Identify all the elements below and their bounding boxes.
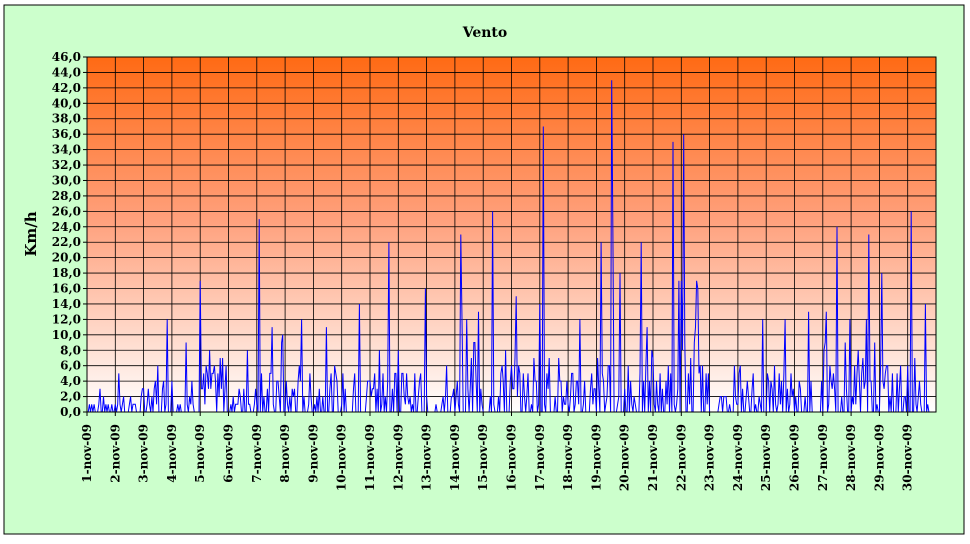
x-tick-label: 4-nov-09 [165, 424, 179, 483]
x-tick-label: 24-nov-09 [731, 424, 745, 491]
x-tick-label: 25-nov-09 [759, 424, 773, 491]
x-tick-label: 8-nov-09 [278, 424, 292, 483]
y-tick-label: 26,0 [52, 204, 81, 218]
x-tick-label: 2-nov-09 [108, 424, 122, 483]
x-tick-label: 10-nov-09 [335, 424, 349, 491]
x-tick-label: 15-nov-09 [476, 424, 490, 491]
x-tick-label: 16-nov-09 [505, 424, 519, 491]
y-tick-label: 38,0 [52, 112, 81, 126]
y-tick-label: 34,0 [52, 143, 81, 157]
x-tick-label: 12-nov-09 [391, 424, 405, 491]
x-tick-label: 1-nov-09 [80, 424, 94, 483]
x-tick-label: 18-nov-09 [561, 424, 575, 491]
x-tick-label: 3-nov-09 [137, 424, 151, 483]
x-tick-label: 28-nov-09 [844, 424, 858, 491]
y-tick-label: 16,0 [52, 282, 81, 296]
x-tick-label: 29-nov-09 [872, 424, 886, 491]
x-tick-label: 5-nov-09 [193, 424, 207, 483]
x-tick-label: 23-nov-09 [703, 424, 717, 491]
y-tick-label: 32,0 [52, 158, 81, 172]
y-tick-label: 4,0 [60, 374, 81, 388]
y-tick-label: 12,0 [52, 312, 81, 326]
y-tick-label: 18,0 [52, 266, 81, 280]
y-tick-label: 22,0 [52, 235, 81, 249]
x-tick-label: 14-nov-09 [448, 424, 462, 491]
y-tick-label: 6,0 [60, 359, 81, 373]
y-tick-label: 36,0 [52, 127, 81, 141]
y-tick-label: 20,0 [52, 251, 81, 265]
chart-title: Vento [462, 25, 507, 41]
y-tick-label: 10,0 [52, 328, 81, 342]
y-tick-label: 2,0 [60, 390, 81, 404]
x-tick-label: 30-nov-09 [901, 424, 915, 491]
y-tick-label: 44,0 [52, 65, 81, 79]
x-tick-label: 17-nov-09 [533, 424, 547, 491]
x-tick-label: 7-nov-09 [250, 424, 264, 483]
x-tick-label: 19-nov-09 [589, 424, 603, 491]
y-tick-label: 30,0 [52, 173, 81, 187]
y-tick-label: 46,0 [52, 50, 81, 64]
y-tick-label: 8,0 [60, 343, 81, 357]
y-tick-label: 0,0 [60, 405, 81, 419]
x-tick-label: 9-nov-09 [306, 424, 320, 483]
x-tick-label: 22-nov-09 [674, 424, 688, 491]
x-tick-label: 13-nov-09 [420, 424, 434, 491]
x-tick-label: 27-nov-09 [816, 424, 830, 491]
x-tick-label: 6-nov-09 [222, 424, 236, 483]
x-tick-label: 21-nov-09 [646, 424, 660, 491]
y-tick-label: 14,0 [52, 297, 81, 311]
y-tick-label: 24,0 [52, 220, 81, 234]
x-tick-label: 11-nov-09 [363, 424, 377, 491]
y-tick-label: 28,0 [52, 189, 81, 203]
x-tick-label: 26-nov-09 [788, 424, 802, 491]
y-axis-label: Km/h [22, 211, 40, 256]
y-tick-label: 42,0 [52, 81, 81, 95]
x-tick-label: 20-nov-09 [618, 424, 632, 491]
y-tick-label: 40,0 [52, 96, 81, 110]
